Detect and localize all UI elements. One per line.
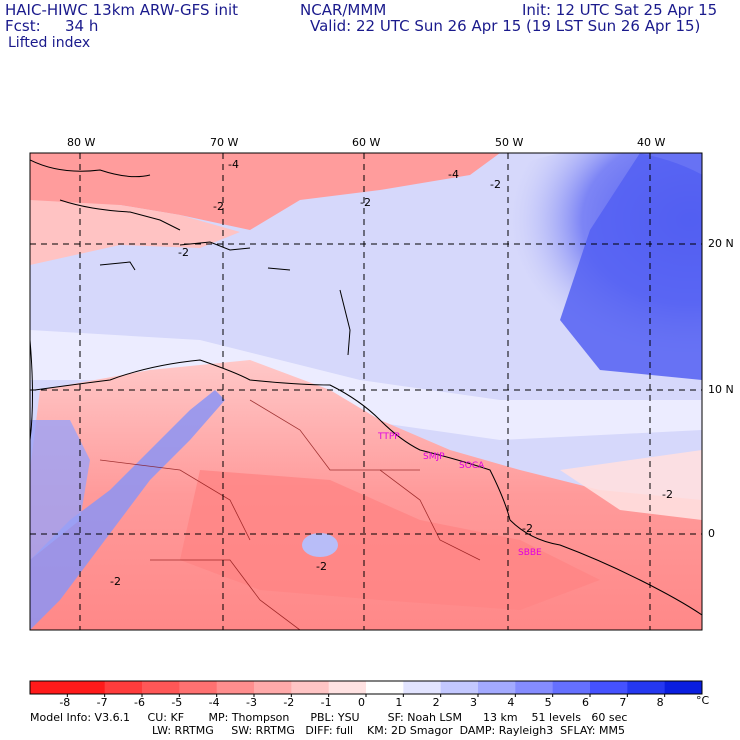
lat-label-0: 0: [708, 527, 715, 540]
lon-label-70w: 70 W: [210, 136, 239, 149]
colorbar-segment: [552, 681, 591, 694]
colorbar-tick-label: -4: [208, 696, 220, 709]
colorbar-segment: [664, 681, 703, 694]
station-label: SOCA: [459, 461, 485, 471]
station-label: SMJP: [423, 452, 445, 462]
colorbar-segment: [440, 681, 479, 694]
colorbar-tick-label: 0: [358, 696, 365, 709]
model-title: HAIC-HIWC 13km ARW-GFS init: [5, 1, 239, 19]
contour-label: -2: [490, 178, 501, 191]
colorbar-segment: [291, 681, 330, 694]
colorbar-tick-label: -5: [171, 696, 183, 709]
colorbar-segment: [254, 681, 292, 694]
contour-label: -2: [213, 200, 224, 213]
colorbar-tick-label: 6: [582, 696, 589, 709]
colorbar-tick-label: 1: [395, 696, 403, 709]
colorbar-segment: [216, 681, 255, 694]
colorbar-tick-label: 8: [656, 696, 664, 709]
graticule: [30, 153, 702, 630]
colorbar-segment: [328, 681, 367, 694]
colorbar-segment: [67, 681, 106, 694]
colorbar-segment: [627, 681, 666, 694]
contour-label: -4: [448, 168, 459, 181]
borders: [99, 399, 481, 630]
colorbar-unit: °C: [696, 694, 710, 707]
colorbar-tick-label: 3: [470, 696, 477, 709]
colorbar-tick-label: 7: [619, 696, 627, 709]
valid-time: Valid: 22 UTC Sun 26 Apr 15 (19 LST Sun …: [310, 17, 701, 35]
colorbar-tick-label: 2: [432, 696, 440, 709]
contour-label: -2: [178, 246, 189, 259]
colorbar-tick-label: -8: [59, 696, 71, 709]
colorbar-segment: [366, 681, 404, 694]
lat-label-10n: 10 N: [708, 383, 734, 396]
map-frame: [29, 152, 703, 631]
colorbar-segment: [403, 681, 442, 694]
colorbar: [29, 680, 703, 697]
colorbar-tick-label: -3: [246, 696, 257, 709]
colorbar-segment: [179, 681, 218, 694]
colorbar-segment: [515, 681, 554, 694]
station-label: TTPP: [378, 432, 400, 442]
contour-label: -2: [316, 560, 327, 573]
lon-label-60w: 60 W: [352, 136, 381, 149]
colorbar-tick-label: -2: [283, 696, 295, 709]
contour-label: -2: [360, 196, 371, 209]
org-label: NCAR/MMM: [300, 1, 387, 19]
lon-label-40w: 40 W: [637, 136, 666, 149]
contour-label: -2: [662, 488, 673, 501]
colorbar-segment: [142, 681, 180, 694]
coastlines: [30, 159, 702, 616]
colorbar-segment: [30, 681, 68, 694]
contour-label: -4: [228, 158, 239, 171]
colorbar-segment: [590, 681, 628, 694]
forecast-label: Fcst:: [5, 17, 41, 35]
station-label: SBBE: [518, 548, 542, 558]
contour-label: -2: [522, 522, 533, 535]
model-info-line2: LW: RRTMG SW: RRTMG DIFF: full KM: 2D Sm…: [152, 724, 625, 737]
colorbar-tick-label: 5: [544, 696, 552, 709]
field-name: Lifted index: [8, 35, 91, 51]
colorbar-tick-label: -7: [96, 696, 108, 709]
model-info-line1: Model Info: V3.6.1 CU: KF MP: Thompson P…: [30, 711, 628, 724]
colorbar-segment: [478, 681, 516, 694]
colorbar-tick-label: 4: [507, 696, 515, 709]
colorbar-tick-label: -6: [134, 696, 145, 709]
colorbar-tick-label: -1: [320, 696, 332, 709]
lat-label-20n: 20 N: [708, 237, 734, 250]
init-time: Init: 12 UTC Sat 25 Apr 15: [522, 1, 718, 19]
lon-label-80w: 80 W: [67, 136, 96, 149]
shaded-field: [30, 153, 702, 630]
lon-label-50w: 50 W: [495, 136, 524, 149]
colorbar-segment: [104, 681, 143, 694]
contour-label: -2: [110, 575, 121, 588]
forecast-hour: 34 h: [65, 17, 99, 35]
